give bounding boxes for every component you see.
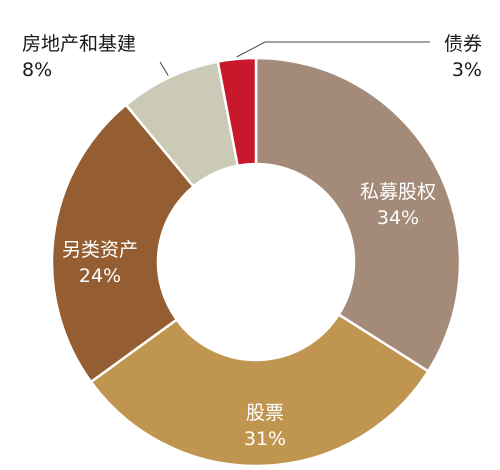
callout-line-bonds (236, 41, 430, 58)
slice-value-real-estate-infra: 8% (22, 59, 52, 81)
slice-alternatives (50, 103, 195, 384)
donut-slices (50, 56, 462, 468)
slice-value-alternatives: 24% (79, 265, 121, 287)
callout-lines (159, 41, 430, 76)
callout-line-real-estate-infra (159, 61, 169, 76)
slice-label-real-estate-infra: 房地产和基建 (22, 33, 136, 55)
slice-labels: 私募股权 34% 股票 31% 另类资产 24% 房地产和基建 8% 债券 3% (22, 33, 482, 450)
slice-value-stocks: 31% (244, 428, 286, 450)
slice-label-alternatives: 另类资产 (62, 239, 138, 261)
slice-label-private-equity: 私募股权 (360, 181, 436, 203)
slice-private-equity (254, 56, 462, 373)
slice-stocks (89, 313, 430, 468)
slice-bonds (216, 56, 258, 167)
slice-label-stocks: 股票 (246, 402, 284, 424)
slice-value-private-equity: 34% (377, 207, 419, 229)
slice-label-bonds: 债券 (444, 33, 482, 55)
slice-value-bonds: 3% (452, 59, 482, 81)
